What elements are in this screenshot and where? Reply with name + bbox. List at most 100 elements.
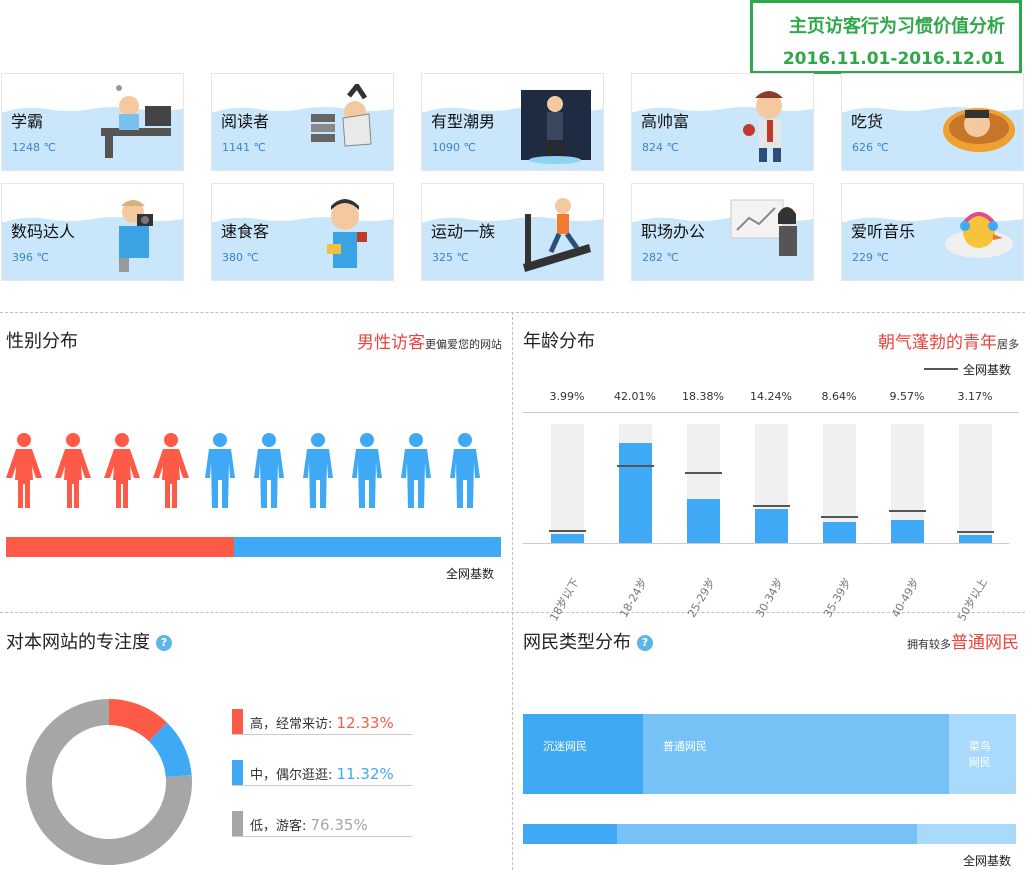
legend-swatch (232, 760, 243, 785)
focus-legend-item: 高，经常来访: 12.33% (232, 709, 412, 735)
focus-legend-item: 低，游客: 76.35% (232, 811, 412, 837)
netizen-title: 网民类型分布? (523, 628, 653, 654)
netizen-segment: 菜鸟网民 13.63% (948, 714, 1022, 816)
age-bar (687, 499, 720, 543)
age-bar (823, 522, 856, 543)
gender-bar (6, 537, 501, 557)
persona-card[interactable]: 数码达人 396 ℃ (1, 183, 184, 281)
female-share-bar (6, 537, 234, 557)
netizen-note: 拥有较多普通网民 (907, 628, 1019, 653)
persona-card[interactable]: 学霸 1248 ℃ (1, 73, 184, 171)
legend-percent: 11.32% (336, 765, 394, 783)
netizen-segment-value: 24.32% (543, 800, 597, 816)
age-category-label: 25-29岁 (685, 576, 718, 620)
female-person-icon (55, 432, 91, 508)
age-value-label: 18.38% (682, 390, 724, 403)
donut-slice (26, 699, 192, 865)
help-icon[interactable]: ? (637, 635, 653, 651)
age-title: 年龄分布 (523, 331, 595, 352)
legend-text: 高，经常来访: 12.33% (250, 713, 394, 732)
card-name: 学霸 (11, 112, 44, 131)
fast-food-icon (309, 194, 387, 274)
male-person-icon (202, 432, 238, 508)
focus-donut-chart (26, 699, 192, 865)
help-icon[interactable]: ? (156, 635, 172, 651)
card-value: 380 ℃ (222, 251, 259, 264)
persona-card[interactable]: 有型潮男 1090 ℃ (421, 73, 604, 171)
netizen-baseline-label: 全网基数 (963, 854, 1012, 868)
male-person-icon (349, 432, 385, 508)
male-person-icon (300, 432, 336, 508)
age-baseline-marker (549, 530, 586, 533)
gender-note: 男性访客更偏爱您的网站 (357, 328, 502, 353)
netizen-baseline-segment (917, 824, 1016, 844)
age-legend-label: 全网基数 (963, 363, 1012, 377)
donut-slice (148, 722, 192, 778)
card-name: 数码达人 (11, 222, 76, 241)
persona-card[interactable]: 速食客 380 ℃ (211, 183, 394, 281)
age-value-label: 42.01% (614, 390, 656, 403)
female-person-icon (104, 432, 140, 508)
female-person-icon (6, 432, 42, 508)
persona-card[interactable]: 吃货 626 ℃ (841, 73, 1024, 171)
focus-title-text: 对本网站的专注度 (6, 632, 150, 653)
page-title: 主页访客行为习惯价值分析 (789, 16, 1005, 37)
rich-man-icon (729, 84, 807, 164)
gender-title: 性别分布 (6, 331, 78, 352)
persona-card[interactable]: 高帅富 824 ℃ (631, 73, 814, 171)
focus-legend-item: 中，偶尔逛逛: 11.32% (232, 760, 412, 786)
card-name: 高帅富 (641, 112, 690, 131)
age-category-label: 50岁以上 (955, 576, 990, 624)
persona-card[interactable]: 爱听音乐 229 ℃ (841, 183, 1024, 281)
age-category-label: 18岁以下 (547, 576, 582, 624)
fashion-man-icon (519, 84, 597, 164)
netizen-baseline-segment (616, 824, 918, 844)
card-name: 有型潮男 (431, 112, 496, 131)
legend-percent: 76.35% (310, 816, 368, 834)
age-category-label: 30-34岁 (753, 576, 786, 620)
legend-swatch (232, 811, 243, 836)
age-baseline-marker (821, 516, 858, 519)
age-baseline-marker (685, 471, 722, 474)
persona-card[interactable]: 运动一族 325 ℃ (421, 183, 604, 281)
card-name: 职场办公 (641, 222, 706, 241)
legend-label: 中，偶尔逛逛: (250, 768, 337, 783)
title-box: 主页访客行为习惯价值分析 2016.11.01-2016.12.01 (750, 0, 1022, 74)
card-name: 阅读者 (221, 112, 270, 131)
persona-card[interactable]: 阅读者 1141 ℃ (211, 73, 394, 171)
age-axis-line (523, 543, 1009, 544)
netizen-bar: 沉迷网民 24.32% 普通网民 62.05% 菜鸟网民 13.63% (523, 714, 1022, 816)
female-person-icon (153, 432, 189, 508)
persona-card[interactable]: 职场办公 282 ℃ (631, 183, 814, 281)
music-chick-icon (939, 194, 1017, 274)
reader-books-icon (309, 81, 387, 164)
age-bar-track (889, 424, 926, 543)
netizen-segment-value: 13.63% (968, 800, 1023, 816)
netizen-segment: 普通网民 62.05% (642, 714, 949, 816)
netizen-segment-name: 沉迷网民 (543, 740, 587, 753)
divider (512, 312, 513, 870)
male-person-icon (398, 432, 434, 508)
age-value-label: 14.24% (750, 390, 792, 403)
age-bar-track (753, 424, 790, 543)
treadmill-icon (519, 194, 597, 274)
card-value: 396 ℃ (12, 251, 49, 264)
age-bar-track (821, 424, 858, 543)
card-name: 速食客 (221, 222, 270, 241)
age-value-label: 8.64% (821, 390, 857, 403)
age-category-label: 35-39岁 (821, 576, 854, 620)
netizen-title-text: 网民类型分布 (523, 632, 631, 653)
card-value: 1090 ℃ (432, 141, 476, 154)
netizen-baseline-segment (523, 824, 617, 844)
card-value: 1248 ℃ (12, 141, 56, 154)
legend-text: 低，游客: 76.35% (250, 815, 368, 834)
netizen-segment-name: 菜鸟网民 (968, 740, 991, 769)
age-category-label: 40-49岁 (889, 576, 922, 620)
card-value: 282 ℃ (642, 251, 679, 264)
netizen-baseline-bar (523, 824, 1016, 844)
male-person-icon (447, 432, 483, 508)
age-baseline-marker (889, 510, 926, 513)
netizen-note-text: 拥有较多 (907, 638, 951, 651)
age-note-text: 居多 (997, 338, 1019, 351)
